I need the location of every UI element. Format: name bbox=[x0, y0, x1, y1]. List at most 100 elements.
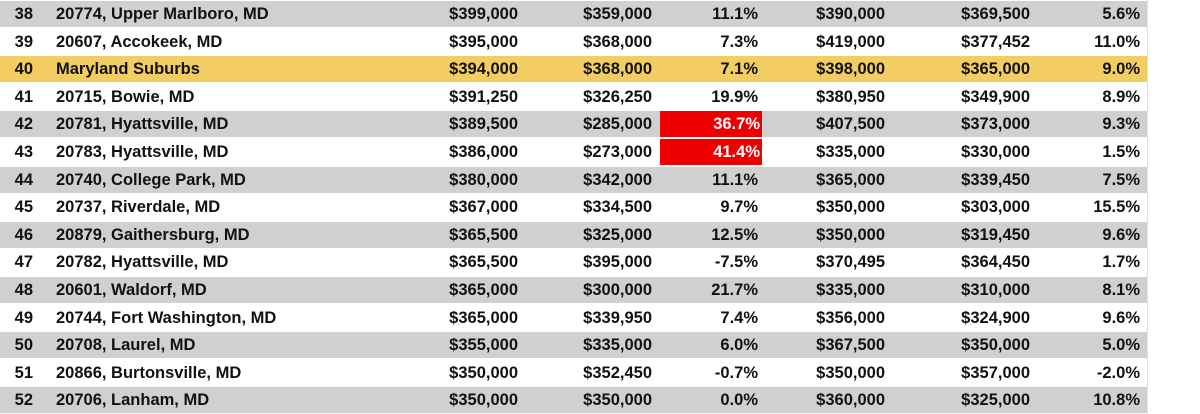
cell-col7[interactable]: $365,000 bbox=[961, 60, 1030, 79]
row-number[interactable]: 48 bbox=[14, 281, 33, 299]
row-number[interactable]: 47 bbox=[14, 253, 33, 272]
cell-col5-pct[interactable]: 7.3% bbox=[720, 32, 758, 51]
cell-col6[interactable]: $365,000 bbox=[816, 170, 885, 189]
cell-col8-pct[interactable]: 9.0% bbox=[1102, 60, 1140, 79]
cell-col6[interactable]: $367,500 bbox=[816, 336, 885, 355]
cell-col8-pct[interactable]: 11.0% bbox=[1094, 32, 1140, 51]
location-name[interactable]: 20782, Hyattsville, MD bbox=[56, 253, 229, 272]
cell-col3[interactable]: $350,000 bbox=[449, 363, 518, 382]
location-name[interactable]: 20774, Upper Marlboro, MD bbox=[56, 5, 269, 23]
cell-col5-pct[interactable]: 7.4% bbox=[720, 308, 758, 327]
cell-col7[interactable]: $325,000 bbox=[961, 391, 1030, 410]
cell-col5-pct[interactable]: 21.7% bbox=[711, 281, 758, 299]
cell-col7[interactable]: $324,900 bbox=[961, 308, 1030, 327]
cell-col3[interactable]: $355,000 bbox=[449, 336, 518, 355]
cell-col6[interactable]: $390,000 bbox=[816, 5, 885, 23]
cell-col4[interactable]: $334,500 bbox=[583, 198, 652, 217]
row-number[interactable]: 49 bbox=[14, 308, 33, 327]
cell-col3[interactable]: $367,000 bbox=[449, 198, 518, 217]
cell-col6[interactable]: $350,000 bbox=[816, 225, 885, 244]
cell-col3[interactable]: $389,500 bbox=[449, 115, 518, 134]
cell-col4[interactable]: $395,000 bbox=[583, 253, 652, 272]
cell-col5-pct[interactable]: 0.0% bbox=[720, 391, 758, 410]
cell-col3[interactable]: $365,000 bbox=[449, 281, 518, 299]
cell-col7[interactable]: $373,000 bbox=[961, 115, 1030, 134]
cell-col6[interactable]: $380,950 bbox=[816, 87, 885, 106]
row-number[interactable]: 40 bbox=[14, 60, 33, 79]
cell-col5-pct[interactable]: -7.5% bbox=[714, 253, 758, 272]
cell-col5-pct[interactable]: 9.7% bbox=[720, 198, 758, 217]
cell-col6[interactable]: $407,500 bbox=[816, 115, 885, 134]
cell-col7[interactable]: $303,000 bbox=[961, 198, 1030, 217]
cell-col5-pct[interactable]: 11.1% bbox=[712, 5, 758, 23]
cell-col3[interactable]: $399,000 bbox=[449, 5, 518, 23]
cell-col8-pct[interactable]: 15.5% bbox=[1093, 198, 1140, 217]
cell-col3[interactable]: $391,250 bbox=[449, 87, 518, 106]
cell-col8-pct[interactable]: 9.6% bbox=[1102, 225, 1140, 244]
cell-col3[interactable]: $365,500 bbox=[449, 253, 518, 272]
cell-col7[interactable]: $377,452 bbox=[961, 32, 1030, 51]
cell-col6[interactable]: $350,000 bbox=[816, 363, 885, 382]
cell-col8-pct[interactable]: -2.0% bbox=[1096, 363, 1140, 382]
cell-col5-pct[interactable]: 12.5% bbox=[711, 225, 758, 244]
cell-col8-pct[interactable]: 1.5% bbox=[1102, 143, 1140, 161]
row-number[interactable]: 51 bbox=[14, 363, 33, 382]
cell-col7[interactable]: $330,000 bbox=[961, 143, 1030, 161]
location-name[interactable]: 20715, Bowie, MD bbox=[56, 87, 195, 106]
cell-col6[interactable]: $350,000 bbox=[816, 198, 885, 217]
cell-col8-pct[interactable]: 7.5% bbox=[1102, 170, 1140, 189]
location-name[interactable]: 20737, Riverdale, MD bbox=[56, 198, 221, 217]
cell-col4[interactable]: $359,000 bbox=[583, 5, 652, 23]
cell-col5-pct[interactable]: 11.1% bbox=[712, 170, 758, 189]
cell-col4[interactable]: $352,450 bbox=[583, 363, 652, 382]
cell-col6[interactable]: $398,000 bbox=[816, 60, 885, 79]
cell-col3[interactable]: $394,000 bbox=[449, 60, 518, 79]
cell-col8-pct[interactable]: 8.1% bbox=[1102, 281, 1140, 299]
location-name[interactable]: 20781, Hyattsville, MD bbox=[56, 115, 229, 134]
cell-col8-pct[interactable]: 10.8% bbox=[1093, 391, 1140, 410]
cell-col8-pct[interactable]: 8.9% bbox=[1102, 87, 1140, 106]
cell-col6[interactable]: $360,000 bbox=[816, 391, 885, 410]
cell-col7[interactable]: $339,450 bbox=[961, 170, 1030, 189]
cell-col6[interactable]: $335,000 bbox=[816, 143, 885, 161]
location-name[interactable]: Maryland Suburbs bbox=[56, 60, 200, 79]
cell-col5-pct[interactable]: 6.0% bbox=[720, 336, 758, 355]
row-number[interactable]: 50 bbox=[14, 336, 33, 355]
location-name[interactable]: 20866, Burtonsville, MD bbox=[56, 363, 242, 382]
cell-col5-pct[interactable]: 19.9% bbox=[711, 87, 758, 106]
cell-col7[interactable]: $310,000 bbox=[961, 281, 1030, 299]
cell-col5-pct[interactable]: 36.7% bbox=[660, 111, 762, 138]
cell-col7[interactable]: $357,000 bbox=[961, 363, 1030, 382]
location-name[interactable]: 20607, Accokeek, MD bbox=[56, 32, 223, 51]
row-number[interactable]: 44 bbox=[14, 170, 33, 189]
cell-col3[interactable]: $386,000 bbox=[449, 143, 518, 161]
cell-col4[interactable]: $339,950 bbox=[583, 308, 652, 327]
cell-col4[interactable]: $368,000 bbox=[583, 60, 652, 79]
cell-col4[interactable]: $326,250 bbox=[583, 87, 652, 106]
cell-col6[interactable]: $370,495 bbox=[816, 253, 885, 272]
cell-col4[interactable]: $325,000 bbox=[583, 225, 652, 244]
cell-col8-pct[interactable]: 5.0% bbox=[1102, 336, 1140, 355]
row-number[interactable]: 41 bbox=[14, 87, 33, 106]
row-number[interactable]: 39 bbox=[14, 32, 33, 51]
location-name[interactable]: 20708, Laurel, MD bbox=[56, 336, 196, 355]
cell-col5-pct[interactable]: 7.1% bbox=[720, 60, 758, 79]
location-name[interactable]: 20740, College Park, MD bbox=[56, 170, 246, 189]
row-number[interactable]: 43 bbox=[14, 143, 33, 161]
location-name[interactable]: 20783, Hyattsville, MD bbox=[56, 143, 229, 161]
cell-col7[interactable]: $369,500 bbox=[961, 5, 1030, 23]
cell-col8-pct[interactable]: 9.3% bbox=[1102, 115, 1140, 134]
cell-col8-pct[interactable]: 5.6% bbox=[1102, 5, 1140, 23]
location-name[interactable]: 20706, Lanham, MD bbox=[56, 391, 210, 410]
location-name[interactable]: 20744, Fort Washington, MD bbox=[56, 308, 277, 327]
cell-col4[interactable]: $342,000 bbox=[583, 170, 652, 189]
cell-col4[interactable]: $285,000 bbox=[583, 115, 652, 134]
cell-col7[interactable]: $350,000 bbox=[961, 336, 1030, 355]
cell-col7[interactable]: $364,450 bbox=[961, 253, 1030, 272]
location-name[interactable]: 20601, Waldorf, MD bbox=[56, 281, 207, 299]
row-number[interactable]: 52 bbox=[14, 391, 33, 410]
row-number[interactable]: 45 bbox=[14, 198, 33, 217]
cell-col4[interactable]: $350,000 bbox=[583, 391, 652, 410]
cell-col6[interactable]: $419,000 bbox=[816, 32, 885, 51]
cell-col4[interactable]: $300,000 bbox=[583, 281, 652, 299]
